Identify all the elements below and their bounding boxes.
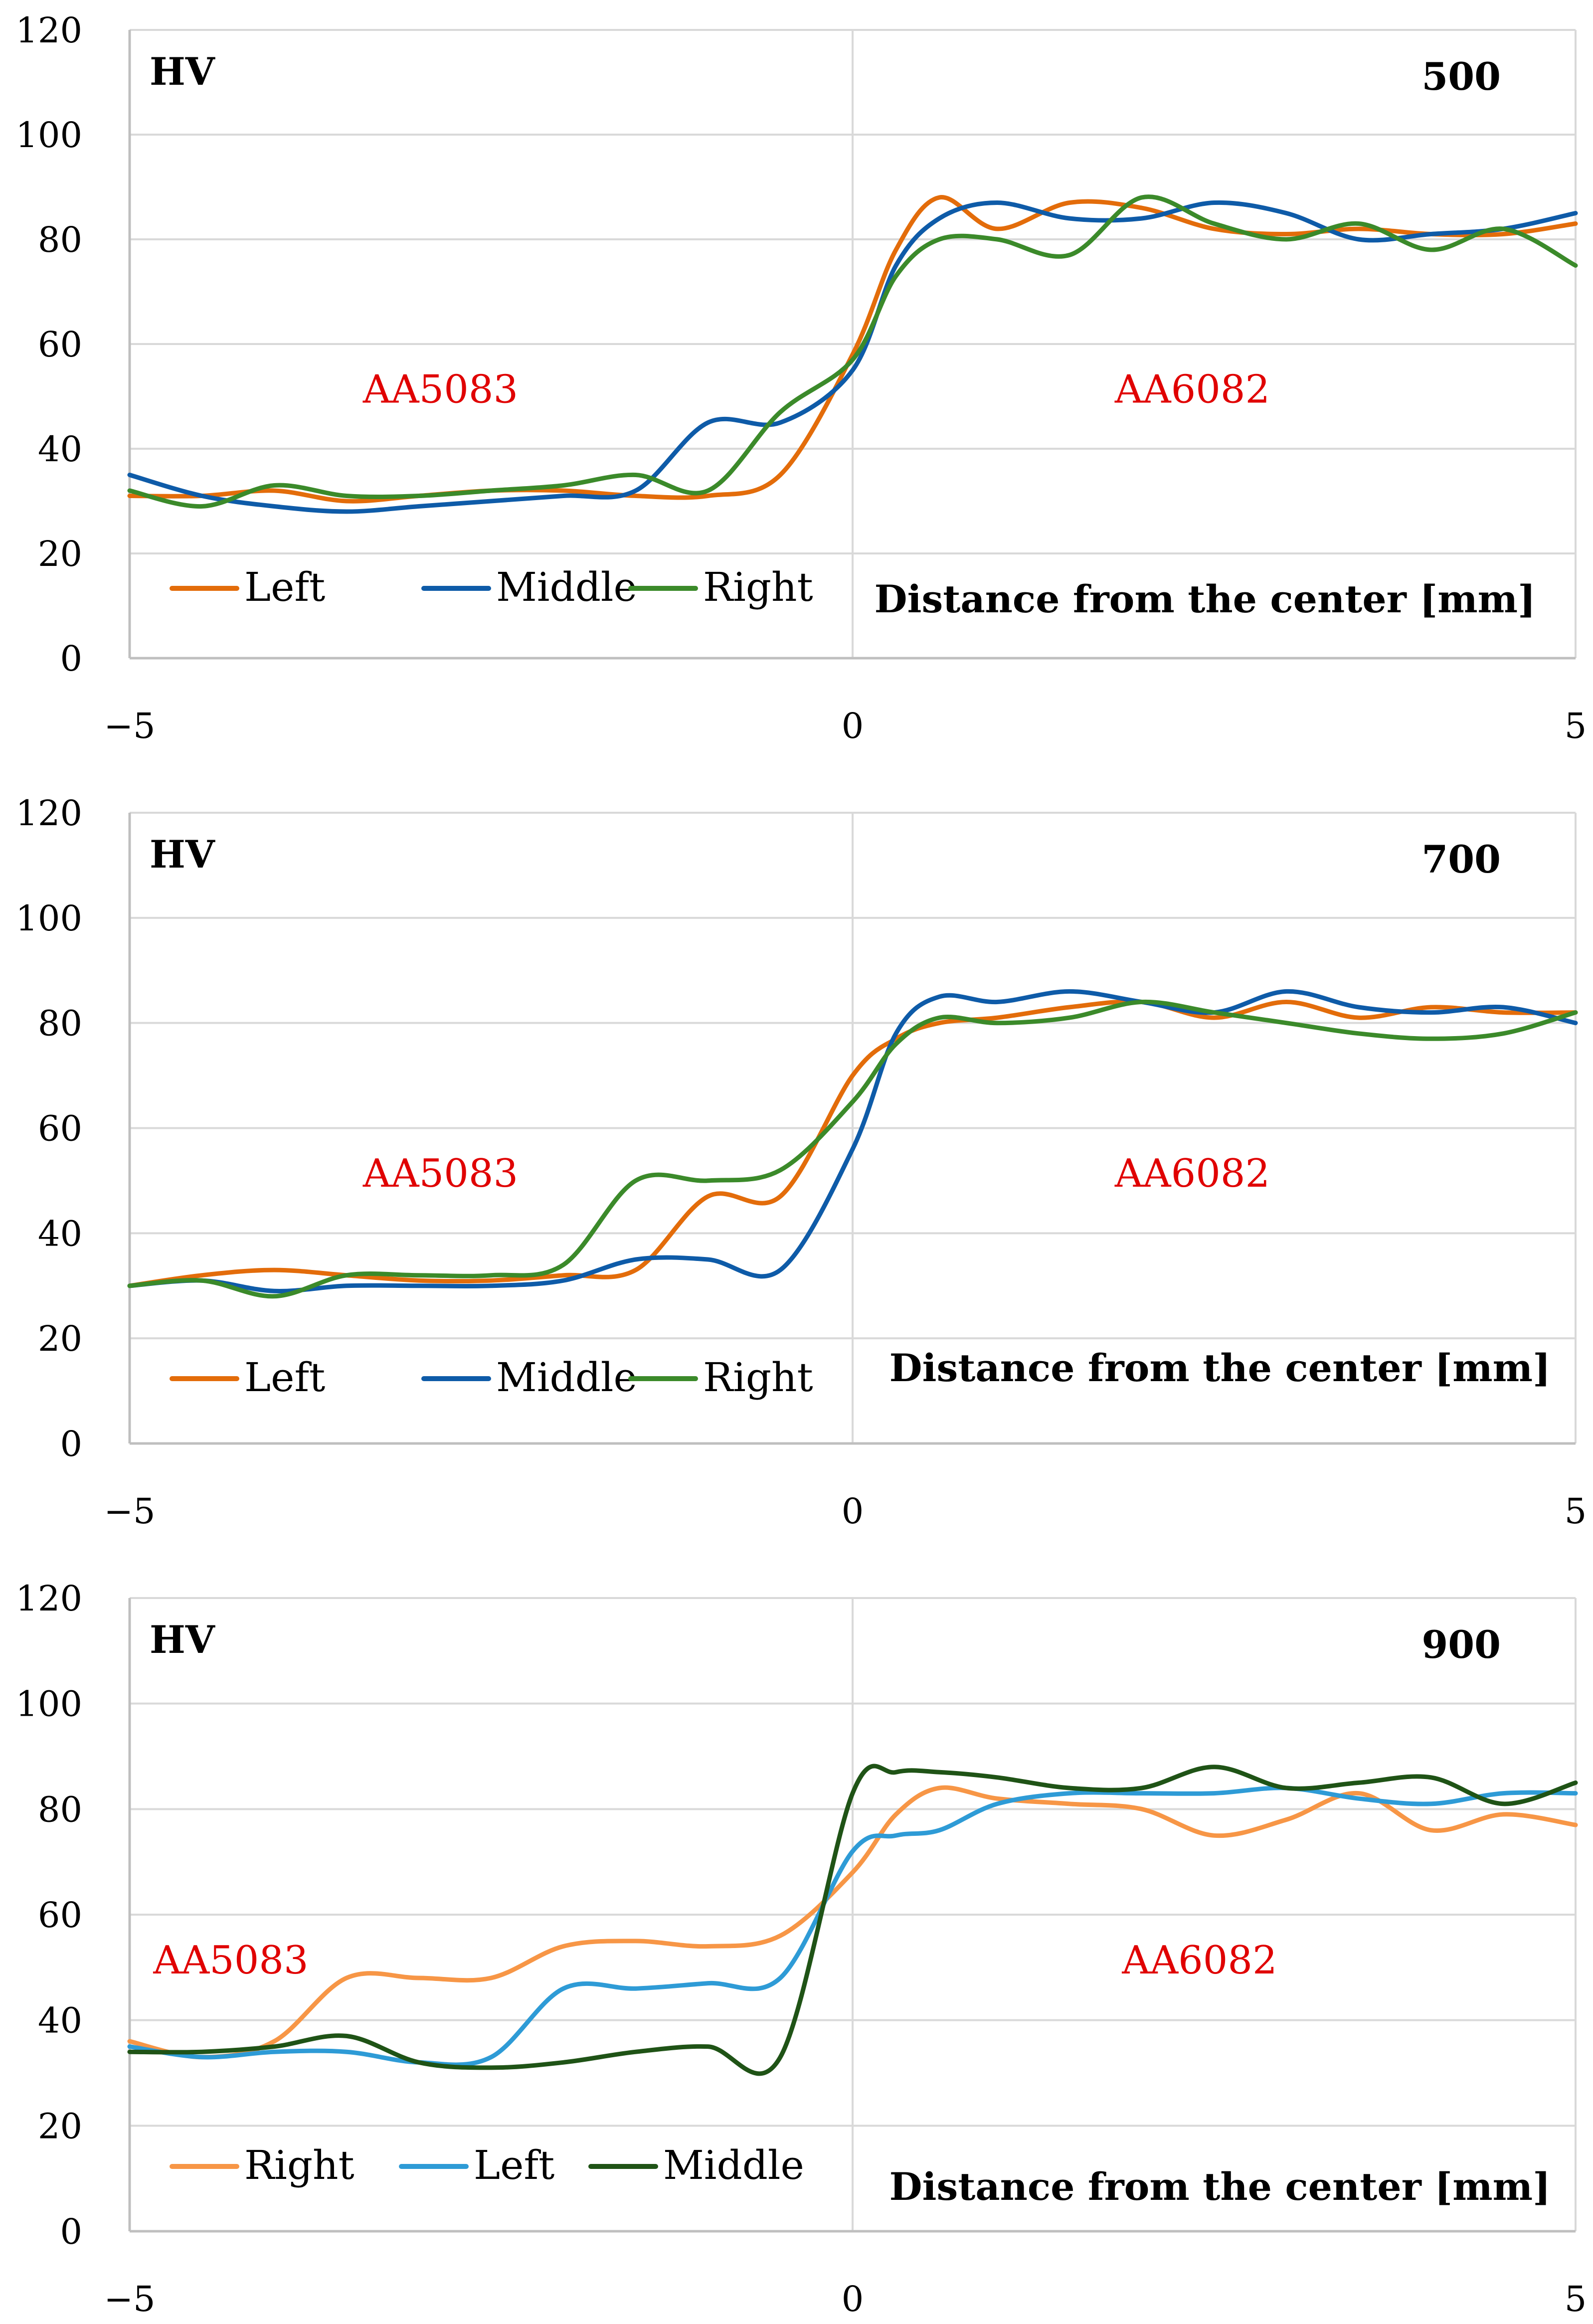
series-line-middle [127, 989, 1578, 1293]
legend-entry: Right [703, 564, 813, 610]
series-line-right [127, 1785, 1578, 2060]
corner-value-label: 700 [1421, 837, 1501, 882]
x-axis-title: Distance from the center [mm] [875, 577, 1536, 621]
y-tick-label: 120 [15, 10, 82, 51]
legend-entry: Left [474, 2142, 554, 2188]
y-tick-label: 120 [15, 793, 82, 834]
y-tick-label: 40 [38, 2000, 82, 2041]
legend-entry: Left [244, 564, 325, 610]
x-tick-label: −5 [104, 1491, 155, 1532]
series-line-left [127, 999, 1578, 1288]
y-axis-title: HV [150, 1617, 216, 1662]
legend-entry: Middle [663, 2142, 804, 2188]
y-tick-label: 40 [38, 429, 82, 470]
series-line-left [127, 1786, 1578, 2067]
legend-entry: Middle [496, 564, 637, 610]
series-line-right [127, 999, 1578, 1299]
x-axis-title: Distance from the center [mm] [889, 2164, 1551, 2209]
y-tick-label: 20 [38, 534, 82, 574]
chart-panel-2: 0 20 40 60 80 100 120 −5 0 5 HV 700 AA5083 AA6082 Left… [15, 793, 1587, 1532]
region-label: AA5083 [362, 1151, 518, 1196]
y-tick-label: 80 [38, 1003, 82, 1044]
y-tick-label: 20 [38, 1318, 82, 1359]
y-tick-label: 80 [38, 219, 82, 260]
corner-value-label: 500 [1421, 54, 1501, 99]
y-tick-label: 100 [15, 1684, 82, 1725]
region-label: AA5083 [362, 367, 518, 412]
y-tick-label: 60 [38, 1895, 82, 1936]
y-tick-label: 0 [60, 1424, 82, 1464]
x-tick-label: 5 [1565, 1491, 1587, 1532]
x-axis-title: Distance from the center [mm] [889, 1346, 1551, 1390]
region-label: AA5083 [153, 1938, 308, 1983]
y-tick-label: 0 [60, 2211, 82, 2252]
x-tick-label: 0 [842, 2279, 864, 2320]
x-tick-label: −5 [104, 706, 155, 746]
region-label: AA6082 [1114, 367, 1270, 412]
y-tick-label: 40 [38, 1213, 82, 1254]
y-tick-label: 60 [38, 324, 82, 365]
x-tick-label: 0 [842, 706, 864, 746]
region-label: AA6082 [1114, 1151, 1270, 1196]
y-tick-label: 100 [15, 898, 82, 939]
y-tick-label: 100 [15, 115, 82, 156]
y-tick-label: 60 [38, 1108, 82, 1149]
y-tick-label: 20 [38, 2106, 82, 2146]
y-tick-label: 0 [60, 638, 82, 679]
x-tick-label: −5 [104, 2279, 155, 2320]
x-tick-label: 5 [1565, 706, 1587, 746]
legend-entry: Middle [496, 1354, 637, 1401]
x-tick-label: 0 [842, 1491, 864, 1532]
chart-panel-3: 0 20 40 60 80 100 120 −5 0 5 HV 900 AA5083 AA6082 Righ… [15, 1578, 1587, 2320]
legend-entry: Right [244, 2142, 354, 2188]
y-axis-title: HV [150, 49, 216, 94]
y-tick-label: 120 [15, 1578, 82, 1619]
legend-entry: Right [703, 1354, 813, 1401]
legend-entry: Left [244, 1354, 325, 1401]
x-tick-label: 5 [1565, 2279, 1587, 2320]
series-line-middle [127, 1764, 1578, 2076]
chart-panel-1: 0 20 40 60 80 100 120 −5 0 5 HV 500 AA5083 AA6082 Left… [15, 10, 1587, 746]
region-label: AA6082 [1121, 1938, 1277, 1983]
y-axis-title: HV [150, 832, 216, 877]
series-line-right [127, 194, 1578, 509]
y-tick-label: 80 [38, 1789, 82, 1830]
corner-value-label: 900 [1421, 1622, 1501, 1667]
